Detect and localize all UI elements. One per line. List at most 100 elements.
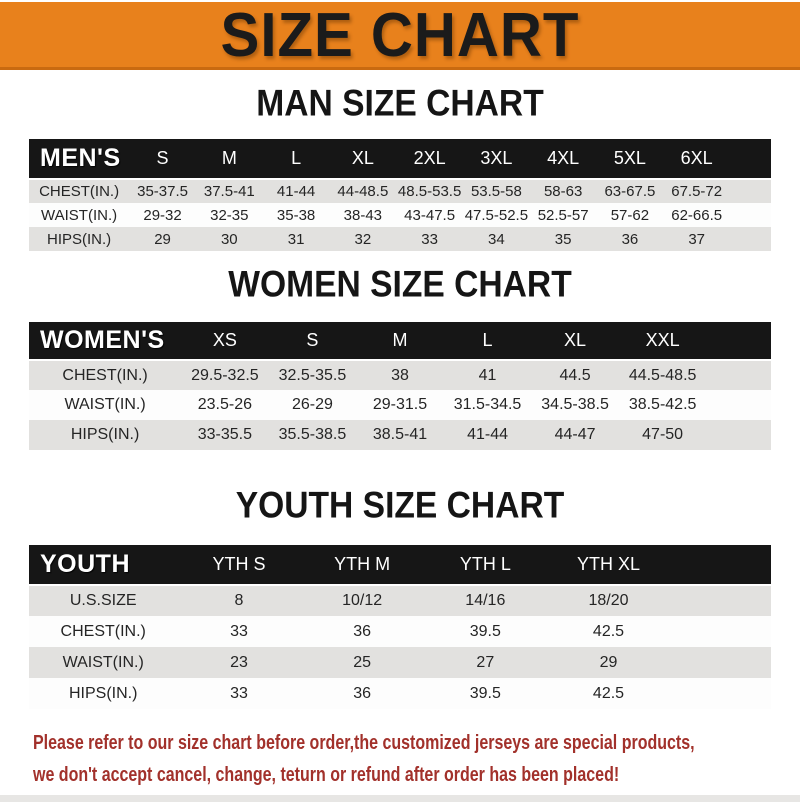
table-row: CHEST(IN.) 29.5-32.5 32.5-35.5 38 41 44.5 44.5…: [29, 360, 771, 390]
table-row: CHEST(IN.) 35-37.5 37.5-41 41-44 44-48.5 48.5…: [29, 179, 771, 203]
size-column-header: XS: [181, 322, 269, 361]
size-column-header: 5XL: [596, 139, 664, 180]
size-cell: 36: [621, 230, 639, 248]
men-table-header-row: MEN'S S M L XL 2XL 3XL 4XL 5XL 6XL: [29, 139, 771, 180]
size-cell: 35-38: [276, 206, 316, 224]
size-cell: 39.5: [469, 622, 501, 640]
row-spacer: [670, 678, 771, 709]
size-column-header: YTH S: [177, 545, 301, 586]
size-cell: 29: [599, 653, 618, 671]
youth-table-header-row: YOUTH YTH S YTH M YTH L YTH XL: [29, 545, 771, 586]
size-cell: 58-63: [543, 183, 583, 200]
women-table-corner-label: WOMEN'S: [29, 322, 182, 361]
header-spacer: [670, 545, 771, 586]
size-cell: 67.5-72: [671, 183, 723, 200]
size-cell: 38.5-42.5: [628, 396, 697, 413]
table-row: WAIST(IN.) 23 25 27 29: [29, 647, 771, 678]
size-column-header: YTH XL: [546, 545, 671, 586]
size-column-header: M: [195, 139, 263, 180]
size-cell: 31: [287, 230, 305, 248]
size-cell: 26-29: [291, 396, 333, 413]
size-column-header: M: [356, 322, 444, 361]
size-cell: 43-47.5: [404, 206, 456, 224]
size-cell: 35.5-38.5: [278, 426, 347, 443]
row-label: CHEST(IN.): [60, 622, 146, 640]
size-column-header: L: [443, 322, 532, 361]
row-label: HIPS(IN.): [70, 426, 140, 443]
size-cell: 33: [421, 230, 438, 248]
size-cell: 37: [688, 230, 706, 248]
size-cell: 31.5-34.5: [453, 396, 522, 413]
men-size-table: MEN'S S M L XL 2XL 3XL 4XL 5XL 6XL CHEST(IN.) 35-37…: [29, 139, 771, 251]
size-cell: 29-32: [143, 206, 182, 224]
youth-size-section: YOUTH SIZE CHART YOUTH YTH S YTH M YTH L YTH …: [0, 450, 800, 709]
row-spacer: [706, 420, 771, 450]
size-cell: 42.5: [592, 684, 625, 702]
row-spacer: [670, 585, 771, 616]
size-cell: 41: [478, 366, 497, 384]
size-cell: 23: [230, 653, 248, 671]
size-chart-sections: MAN SIZE CHART MEN'S S M L XL 2XL 3XL 4XL 5XL 6XL C…: [0, 70, 800, 709]
size-cell: 33: [230, 684, 248, 702]
row-spacer: [706, 360, 771, 390]
row-spacer: [730, 179, 771, 203]
size-cell: 25: [353, 653, 372, 671]
row-label: HIPS(IN.): [47, 230, 112, 248]
size-cell: 27: [476, 653, 495, 671]
women-size-section: WOMEN SIZE CHART WOMEN'S XS S M L XL XXL CHEST(I…: [0, 251, 800, 450]
size-cell: 47.5-52.5: [464, 206, 529, 224]
row-label: WAIST(IN.): [62, 653, 144, 671]
youth-table-corner-label: YOUTH: [29, 545, 178, 586]
table-row: HIPS(IN.) 29 30 31 32 33 34 35 36 37: [29, 227, 771, 251]
size-cell: 35: [554, 230, 572, 248]
size-column-header: 2XL: [396, 139, 463, 180]
footer-line-2: we don't accept cancel, change, teturn o…: [33, 764, 620, 786]
size-cell: 62-66.5: [671, 206, 723, 224]
men-size-chart-heading: MAN SIZE CHART: [256, 82, 544, 125]
women-size-table: WOMEN'S XS S M L XL XXL CHEST(IN.) 29.5-32.5 32.5…: [29, 322, 771, 450]
size-cell: 36: [353, 684, 372, 702]
youth-size-chart-heading: YOUTH SIZE CHART: [235, 484, 565, 527]
table-row: CHEST(IN.) 33 36 39.5 42.5: [29, 616, 771, 647]
row-spacer: [730, 203, 771, 227]
footer-line-1: Please refer to our size chart before or…: [33, 732, 695, 754]
size-cell: 8: [234, 592, 244, 609]
size-column-header: L: [262, 139, 330, 180]
size-cell: 29-31.5: [372, 396, 428, 413]
size-cell: 14/16: [465, 592, 506, 609]
size-cell: 29.5-32.5: [191, 366, 259, 384]
size-column-header: XXL: [618, 322, 707, 361]
row-label: HIPS(IN.): [68, 684, 138, 702]
women-size-chart-heading: WOMEN SIZE CHART: [228, 263, 572, 306]
page-title: SIZE CHART: [220, 0, 580, 70]
size-cell: 23.5-26: [197, 396, 253, 413]
footer-note: Please refer to our size chart before or…: [0, 709, 800, 791]
size-cell: 52.5-57: [537, 206, 589, 224]
size-cell: 10/12: [342, 592, 383, 609]
size-cell: 33-35.5: [197, 426, 253, 443]
row-label: CHEST(IN.): [62, 366, 148, 384]
header-spacer: [706, 322, 771, 361]
size-cell: 33: [230, 622, 248, 640]
row-label: WAIST(IN.): [41, 206, 118, 224]
size-cell: 44-48.5: [337, 183, 389, 200]
size-column-header: XL: [329, 139, 397, 180]
size-column-header: 4XL: [529, 139, 597, 180]
row-spacer: [670, 647, 771, 678]
size-cell: 47-50: [642, 426, 684, 443]
table-row: HIPS(IN.) 33-35.5 35.5-38.5 38.5-41 41-44 44-…: [29, 420, 771, 450]
size-cell: 32-35: [210, 206, 249, 224]
size-column-header: XL: [531, 322, 619, 361]
bottom-strip: [0, 795, 800, 802]
size-cell: 39.5: [469, 684, 501, 702]
size-cell: 38: [391, 366, 409, 384]
size-cell: 48.5-53.5: [397, 183, 462, 200]
size-cell: 18/20: [588, 592, 629, 609]
size-cell: 34.5-38.5: [541, 396, 609, 413]
size-column-header: 6XL: [663, 139, 731, 180]
size-column-header: 3XL: [463, 139, 530, 180]
table-row: WAIST(IN.) 23.5-26 26-29 29-31.5 31.5-34.5 34…: [29, 390, 771, 420]
size-cell: 38-43: [343, 206, 383, 224]
size-cell: 38.5-41: [372, 426, 428, 443]
table-row: U.S.SIZE 8 10/12 14/16 18/20: [29, 585, 771, 616]
